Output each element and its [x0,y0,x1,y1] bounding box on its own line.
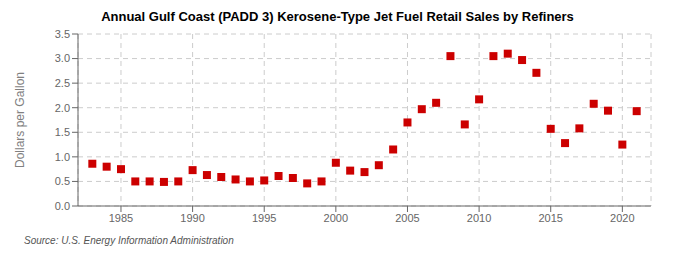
html-text:Source: U.S. Energy Informatio: Source: U.S. Energy Information Administ… [24,235,234,246]
svg-text:1995: 1995 [252,212,276,224]
svg-text:1.5: 1.5 [55,126,70,138]
svg-text:3.5: 3.5 [55,28,70,40]
html-text:Annual Gulf Coast (PADD 3) Ker: Annual Gulf Coast (PADD 3) Kerosene-Type… [101,9,574,24]
svg-text:0.0: 0.0 [55,200,70,212]
svg-text:1990: 1990 [180,212,204,224]
svg-text:2000: 2000 [324,212,348,224]
svg-text:3.0: 3.0 [55,52,70,64]
svg-text:Dollars per Gallon: Dollars per Gallon [13,72,27,168]
svg-text:0.5: 0.5 [55,175,70,187]
svg-text:2005: 2005 [395,212,419,224]
svg-text:1985: 1985 [109,212,133,224]
svg-text:1.0: 1.0 [55,151,70,163]
svg-text:2015: 2015 [538,212,562,224]
svg-text:2020: 2020 [610,212,634,224]
svg-text:2.5: 2.5 [55,77,70,89]
svg-text:2.0: 2.0 [55,102,70,114]
svg-text:2010: 2010 [467,212,491,224]
